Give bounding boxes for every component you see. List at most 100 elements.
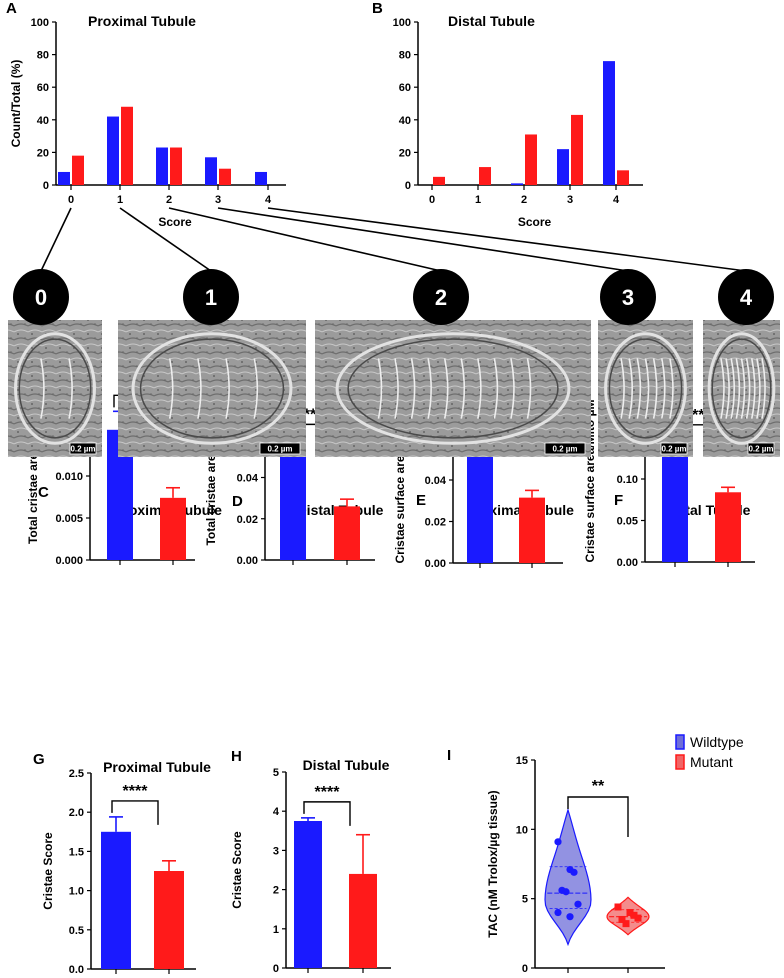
panel-g: G Proximal Tubule 0.0 0.5 1.0 1.5 2.0 2.5 Crista… — [33, 751, 211, 976]
panel-title: Proximal Tubule — [103, 759, 211, 775]
bar — [479, 167, 491, 185]
score-badge-circle — [718, 269, 774, 325]
y-tick-label: 80 — [37, 50, 49, 62]
data-point — [614, 903, 622, 911]
panel-label: I — [447, 747, 451, 764]
y-tick-label: 0.00 — [617, 557, 638, 569]
micrograph-image — [8, 320, 102, 457]
x-tick-label: 0 — [429, 194, 435, 206]
panel-title: Distal Tubule — [303, 757, 390, 773]
data-point — [562, 888, 570, 896]
y-tick-label: 0.000 — [55, 555, 83, 567]
micrograph-score-0: 0.2 µm — [8, 320, 102, 457]
y-tick-label: 0 — [522, 963, 528, 975]
score-badge-circle — [600, 269, 656, 325]
scale-bar-label: 0.2 µm — [748, 445, 773, 454]
y-axis-label: Count/Total (%) — [9, 60, 23, 148]
score-badge-circle — [13, 269, 69, 325]
bar — [156, 147, 168, 185]
panel-label: E — [416, 492, 426, 509]
legend-swatch — [675, 754, 685, 770]
bar — [121, 106, 133, 185]
mitochondrion-membrane — [335, 332, 571, 445]
y-tick-label: 1.5 — [69, 846, 84, 858]
connector-line — [119, 207, 212, 272]
y-tick-label: 0.0 — [69, 964, 84, 976]
legend-label: Mutant — [690, 754, 733, 770]
panel-i: I 0 5 10 15 TAC (nM Trolox/µg tissue) ** Wildty… — [447, 734, 744, 975]
connector-line — [40, 207, 72, 272]
y-tick-label: 4 — [273, 806, 280, 818]
bar — [511, 183, 523, 185]
micrograph-image — [703, 320, 780, 457]
crista — [720, 358, 725, 419]
data-point — [618, 915, 626, 923]
y-tick-label: 0.02 — [237, 514, 258, 526]
scale-bar — [660, 442, 688, 455]
significance-stars: ** — [592, 778, 605, 795]
crista — [761, 358, 766, 419]
mitochondrion-membrane — [14, 332, 96, 445]
crista — [628, 358, 634, 419]
bar — [557, 149, 569, 185]
y-tick-label: 0.05 — [617, 516, 638, 528]
bar — [715, 492, 741, 562]
panel-label: A — [6, 0, 17, 17]
y-tick-label: 2 — [273, 885, 279, 897]
score-badge-circle — [183, 269, 239, 325]
micrograph-image — [315, 320, 591, 457]
bar — [662, 446, 688, 562]
scale-bar-label: 0.2 µm — [70, 445, 95, 454]
score-badge-number: 2 — [435, 285, 447, 310]
score-badge-number: 0 — [35, 285, 47, 310]
bar — [467, 447, 493, 563]
y-tick-label: 1 — [273, 924, 279, 936]
scale-bar — [259, 442, 301, 455]
crista — [253, 358, 259, 419]
connector-line — [168, 207, 442, 272]
score-badge-circle — [413, 269, 469, 325]
data-point — [574, 900, 582, 908]
y-tick-label: 0.005 — [55, 513, 83, 525]
crista — [197, 358, 202, 419]
mitochondrion-membrane — [707, 332, 776, 445]
crista — [669, 358, 674, 419]
bar — [280, 454, 306, 560]
y-tick-label: 10 — [516, 824, 528, 836]
violin-wildtype — [544, 807, 592, 947]
crista — [740, 358, 746, 419]
crista — [636, 358, 642, 419]
legend: Wildtype Mutant — [675, 734, 744, 770]
x-tick-label: 3 — [215, 194, 221, 206]
y-axis-label: Cristae Score — [41, 832, 55, 910]
micrograph-image — [598, 320, 693, 457]
scale-bar — [69, 442, 97, 455]
data-point — [554, 838, 562, 846]
crista — [493, 358, 499, 419]
y-tick-label: 0.00 — [237, 555, 258, 567]
y-tick-label: 0.5 — [69, 925, 84, 937]
crista — [410, 358, 416, 419]
crista — [745, 358, 751, 419]
micrograph-score-2: 0.2 µm — [315, 320, 591, 457]
bar — [519, 497, 545, 563]
x-tick-label: 4 — [613, 194, 620, 206]
score-badge-2: 2 — [413, 269, 469, 325]
scale-bar-label: 0.2 µm — [267, 445, 292, 454]
score-badge-4: 4 — [718, 269, 774, 325]
micrograph-score-4: 0.2 µm — [703, 320, 780, 457]
significance-bracket — [303, 801, 351, 826]
crista — [225, 358, 230, 419]
crista — [168, 358, 174, 419]
connector-line — [267, 207, 747, 272]
y-tick-label: 0.04 — [237, 473, 259, 485]
bar — [617, 170, 629, 185]
y-tick-label: 5 — [273, 767, 279, 779]
bar — [334, 506, 360, 560]
data-point — [566, 913, 574, 921]
panel-h: H Distal Tubule 0 1 2 3 4 5 Cristae Score **** — [230, 748, 391, 975]
crista — [460, 358, 466, 419]
micrograph-score-3: 0.2 µm — [598, 320, 693, 457]
panel-title: Distal Tubule — [448, 13, 535, 29]
significance-stars: **** — [315, 784, 341, 801]
